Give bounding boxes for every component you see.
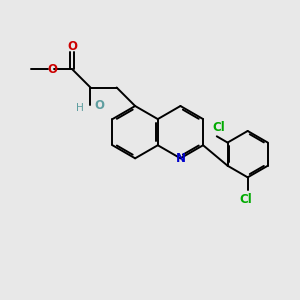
Text: Cl: Cl — [239, 194, 252, 206]
Text: Cl: Cl — [212, 121, 225, 134]
Text: O: O — [47, 62, 57, 76]
Text: H: H — [76, 103, 84, 113]
Text: O: O — [94, 99, 104, 112]
Text: O: O — [67, 40, 77, 53]
Text: N: N — [176, 152, 185, 165]
